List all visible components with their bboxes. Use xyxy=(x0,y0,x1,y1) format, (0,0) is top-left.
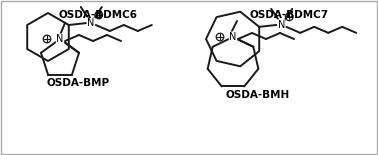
Text: OSDA-BDMC7: OSDA-BDMC7 xyxy=(249,10,328,20)
Text: N: N xyxy=(56,34,64,44)
Text: OSDA-BMP: OSDA-BMP xyxy=(46,78,110,88)
Text: OSDA-BDMC6: OSDA-BDMC6 xyxy=(59,10,138,20)
Text: OSDA-BMH: OSDA-BMH xyxy=(226,90,290,100)
Text: N: N xyxy=(229,32,237,42)
Text: N: N xyxy=(277,20,285,30)
Text: N: N xyxy=(87,18,94,28)
